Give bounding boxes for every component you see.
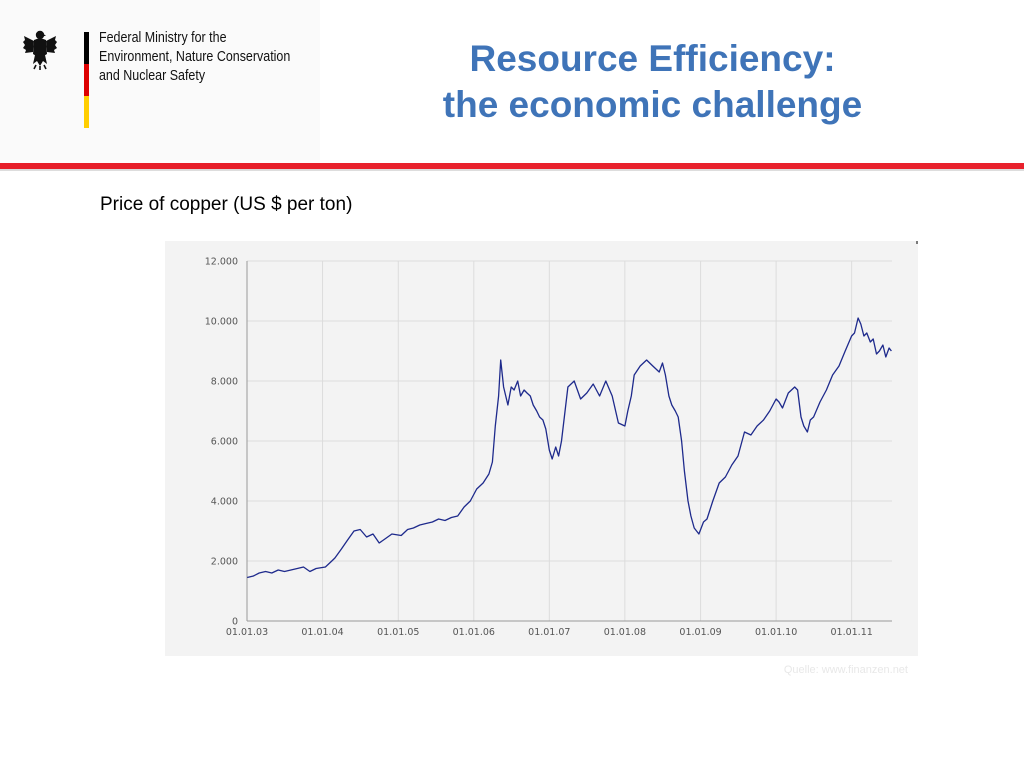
chart-svg: 0 2.000 4.000 6.000 8.000 10.000 12.000 01.01.0… (165, 241, 918, 656)
y-tick-label: 0 (232, 617, 238, 628)
slide-title-line-1: Resource Efficiency: (469, 38, 836, 79)
x-tick-label: 01.01.04 (301, 627, 343, 638)
slide-title: Resource Efficiency: the economic challe… (360, 36, 945, 128)
slide-title-line-2: the economic challenge (442, 84, 863, 125)
german-flag-bar (84, 32, 89, 128)
ministry-logo: Federal Ministry for the Environment, Na… (22, 28, 312, 128)
ministry-name-line: Federal Ministry for the (99, 30, 227, 46)
y-tick-label: 12.000 (205, 257, 238, 268)
x-tick-label: 01.01.06 (453, 627, 495, 638)
header-red-rule (0, 163, 1024, 169)
x-tick-label: 01.01.11 (830, 627, 872, 638)
chart-background (165, 241, 918, 656)
y-tick-label: 10.000 (205, 317, 238, 328)
y-tick-label: 4.000 (211, 497, 238, 508)
x-tick-label: 01.01.03 (226, 627, 268, 638)
flag-red-segment (84, 64, 89, 96)
ministry-name: Federal Ministry for the Environment, Na… (99, 29, 291, 86)
copper-price-series-line (247, 317, 892, 579)
header-background (0, 0, 320, 160)
copper-price-chart: 0 2.000 4.000 6.000 8.000 10.000 12.000 01.01.0… (165, 241, 918, 656)
flag-black-segment (84, 32, 89, 64)
y-tick-label: 2.000 (211, 557, 238, 568)
y-tick-label: 6.000 (211, 437, 238, 448)
x-tick-label: 01.01.07 (528, 627, 570, 638)
ministry-name-line: Environment, Nature Conservation (99, 49, 291, 65)
x-tick-label: 01.01.05 (377, 627, 419, 638)
x-tick-label: 01.01.10 (755, 627, 797, 638)
x-tick-label: 01.01.09 (679, 627, 721, 638)
ministry-name-line: and Nuclear Safety (99, 68, 206, 84)
source-note: Quelle: www.finanzen.net (783, 664, 908, 676)
x-tick-label: 01.01.08 (604, 627, 646, 638)
chart-subtitle: Price of copper (US $ per ton) (100, 194, 353, 215)
federal-eagle-icon (23, 30, 57, 70)
y-tick-label: 8.000 (211, 377, 238, 388)
flag-gold-segment (84, 96, 89, 128)
header-grey-rule (0, 169, 1024, 171)
